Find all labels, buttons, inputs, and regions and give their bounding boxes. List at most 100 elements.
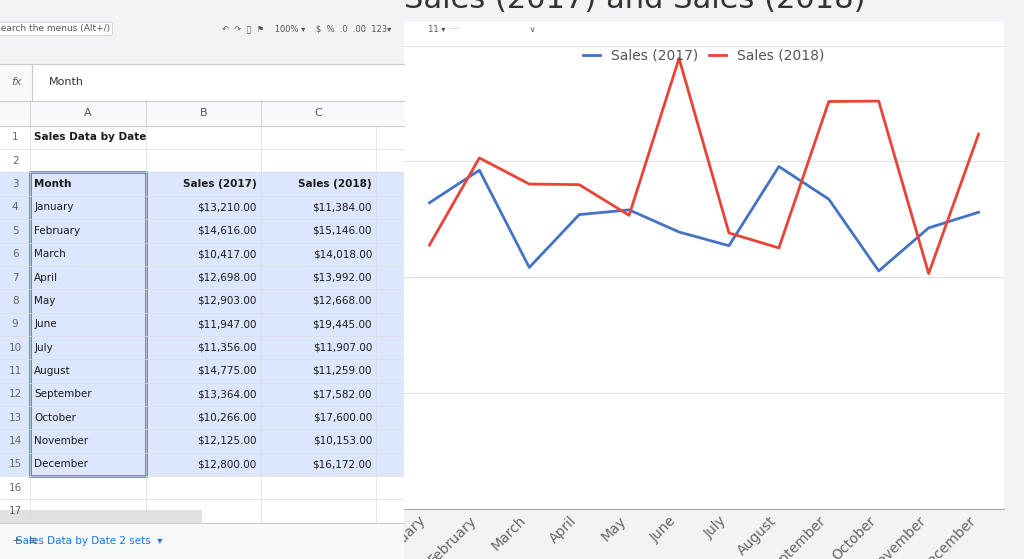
Text: March: March (35, 249, 67, 259)
Sales (2017) (923, 225, 935, 231)
Bar (0, 336, 404, 359)
Text: fx: fx (11, 78, 22, 87)
Text: 11: 11 (8, 366, 22, 376)
Text: 3: 3 (12, 179, 18, 189)
Bar (0, 243, 404, 266)
Text: May: May (35, 296, 55, 306)
Sales (2018) (573, 181, 586, 188)
Text: $16,172.00: $16,172.00 (312, 459, 372, 470)
Text: September: September (35, 389, 92, 399)
Text: 17: 17 (8, 506, 22, 516)
Sales (2018) (423, 241, 435, 248)
Sales (2018) (773, 245, 785, 252)
Text: June: June (35, 319, 57, 329)
Text: $12,668.00: $12,668.00 (312, 296, 372, 306)
Bar (0, 429, 404, 453)
Sales (2017) (423, 200, 435, 206)
Sales (2017) (523, 264, 536, 271)
Bar (0, 406, 404, 429)
Bar (0, 149, 404, 173)
Sales (2018) (673, 55, 685, 61)
Sales (2017) (973, 209, 985, 216)
Text: 12: 12 (8, 389, 22, 399)
Bar (0, 219, 404, 243)
Text: $11,384.00: $11,384.00 (312, 202, 372, 212)
Text: Sales (2017): Sales (2017) (183, 179, 257, 189)
Legend: Sales (2017), Sales (2018): Sales (2017), Sales (2018) (580, 44, 828, 66)
Bar (0, 510, 203, 523)
Text: 1: 1 (12, 132, 18, 143)
Bar (0, 289, 404, 312)
Text: August: August (35, 366, 71, 376)
Line: Sales (2017): Sales (2017) (429, 167, 979, 271)
Bar (0, 101, 404, 126)
Text: $12,800.00: $12,800.00 (198, 459, 257, 470)
Text: 4: 4 (12, 202, 18, 212)
Text: 8: 8 (12, 296, 18, 306)
Sales (2017) (673, 229, 685, 235)
Text: $11,907.00: $11,907.00 (312, 343, 372, 353)
Text: A: A (84, 108, 92, 118)
Text: B: B (200, 108, 207, 118)
Text: $14,018.00: $14,018.00 (312, 249, 372, 259)
Sales (2017) (872, 268, 885, 274)
Bar (0, 312, 404, 336)
Text: $13,992.00: $13,992.00 (312, 273, 372, 282)
Bar (0, 0, 404, 64)
Text: $10,417.00: $10,417.00 (198, 249, 257, 259)
Text: 2: 2 (12, 156, 18, 166)
Text: Sales (2017) and Sales (2018): Sales (2017) and Sales (2018) (404, 0, 866, 15)
Text: $12,698.00: $12,698.00 (198, 273, 257, 282)
Text: October: October (35, 413, 76, 423)
Text: Sales Data by Date: Sales Data by Date (35, 132, 146, 143)
Bar (0, 453, 404, 476)
Text: $11,356.00: $11,356.00 (198, 343, 257, 353)
Sales (2018) (623, 212, 635, 219)
Sales (2018) (872, 98, 885, 105)
Text: 9: 9 (12, 319, 18, 329)
Text: $11,259.00: $11,259.00 (312, 366, 372, 376)
Sales (2017) (773, 163, 785, 170)
Bar (0, 382, 404, 406)
Text: July: July (35, 343, 53, 353)
Text: December: December (35, 459, 88, 470)
Text: $13,364.00: $13,364.00 (198, 389, 257, 399)
Bar (0, 499, 404, 523)
Sales (2017) (473, 167, 485, 173)
Text: Sales Data by Date 2 sets  ▾: Sales Data by Date 2 sets ▾ (15, 536, 162, 546)
Text: $19,445.00: $19,445.00 (312, 319, 372, 329)
Text: 10: 10 (8, 343, 22, 353)
Text: ↶  ↷  🖨  ⚑    100% ▾    $  %  .0  .00  123▾              11 ▾  ···              : ↶ ↷ 🖨 ⚑ 100% ▾ $ % .0 .00 123▾ 11 ▾ ··· (222, 25, 537, 34)
Text: $14,616.00: $14,616.00 (198, 226, 257, 236)
Line: Sales (2018): Sales (2018) (429, 58, 979, 273)
Text: $10,153.00: $10,153.00 (312, 436, 372, 446)
Bar (0, 266, 404, 289)
Sales (2017) (822, 196, 835, 202)
Sales (2017) (573, 211, 586, 218)
Text: $17,600.00: $17,600.00 (313, 413, 372, 423)
Bar (0, 173, 404, 196)
Text: Month: Month (35, 179, 72, 189)
Text: $11,947.00: $11,947.00 (198, 319, 257, 329)
Text: 16: 16 (8, 482, 22, 492)
Text: April: April (35, 273, 58, 282)
Sales (2018) (523, 181, 536, 187)
Text: Sales (2018): Sales (2018) (299, 179, 372, 189)
Text: $13,210.00: $13,210.00 (198, 202, 257, 212)
Sales (2018) (923, 270, 935, 277)
Text: 13: 13 (8, 413, 22, 423)
Text: 5: 5 (12, 226, 18, 236)
Text: $12,125.00: $12,125.00 (198, 436, 257, 446)
Text: Month: Month (48, 78, 84, 87)
Sales (2017) (723, 243, 735, 249)
Bar (31, 173, 145, 476)
Bar (0, 196, 404, 219)
Bar (0, 476, 404, 499)
Text: C: C (314, 108, 323, 118)
Text: 6: 6 (12, 249, 18, 259)
Sales (2018) (723, 230, 735, 236)
Text: January: January (35, 202, 74, 212)
Text: +  ≡: + ≡ (12, 536, 38, 546)
Text: $14,775.00: $14,775.00 (198, 366, 257, 376)
Bar (0, 523, 404, 559)
